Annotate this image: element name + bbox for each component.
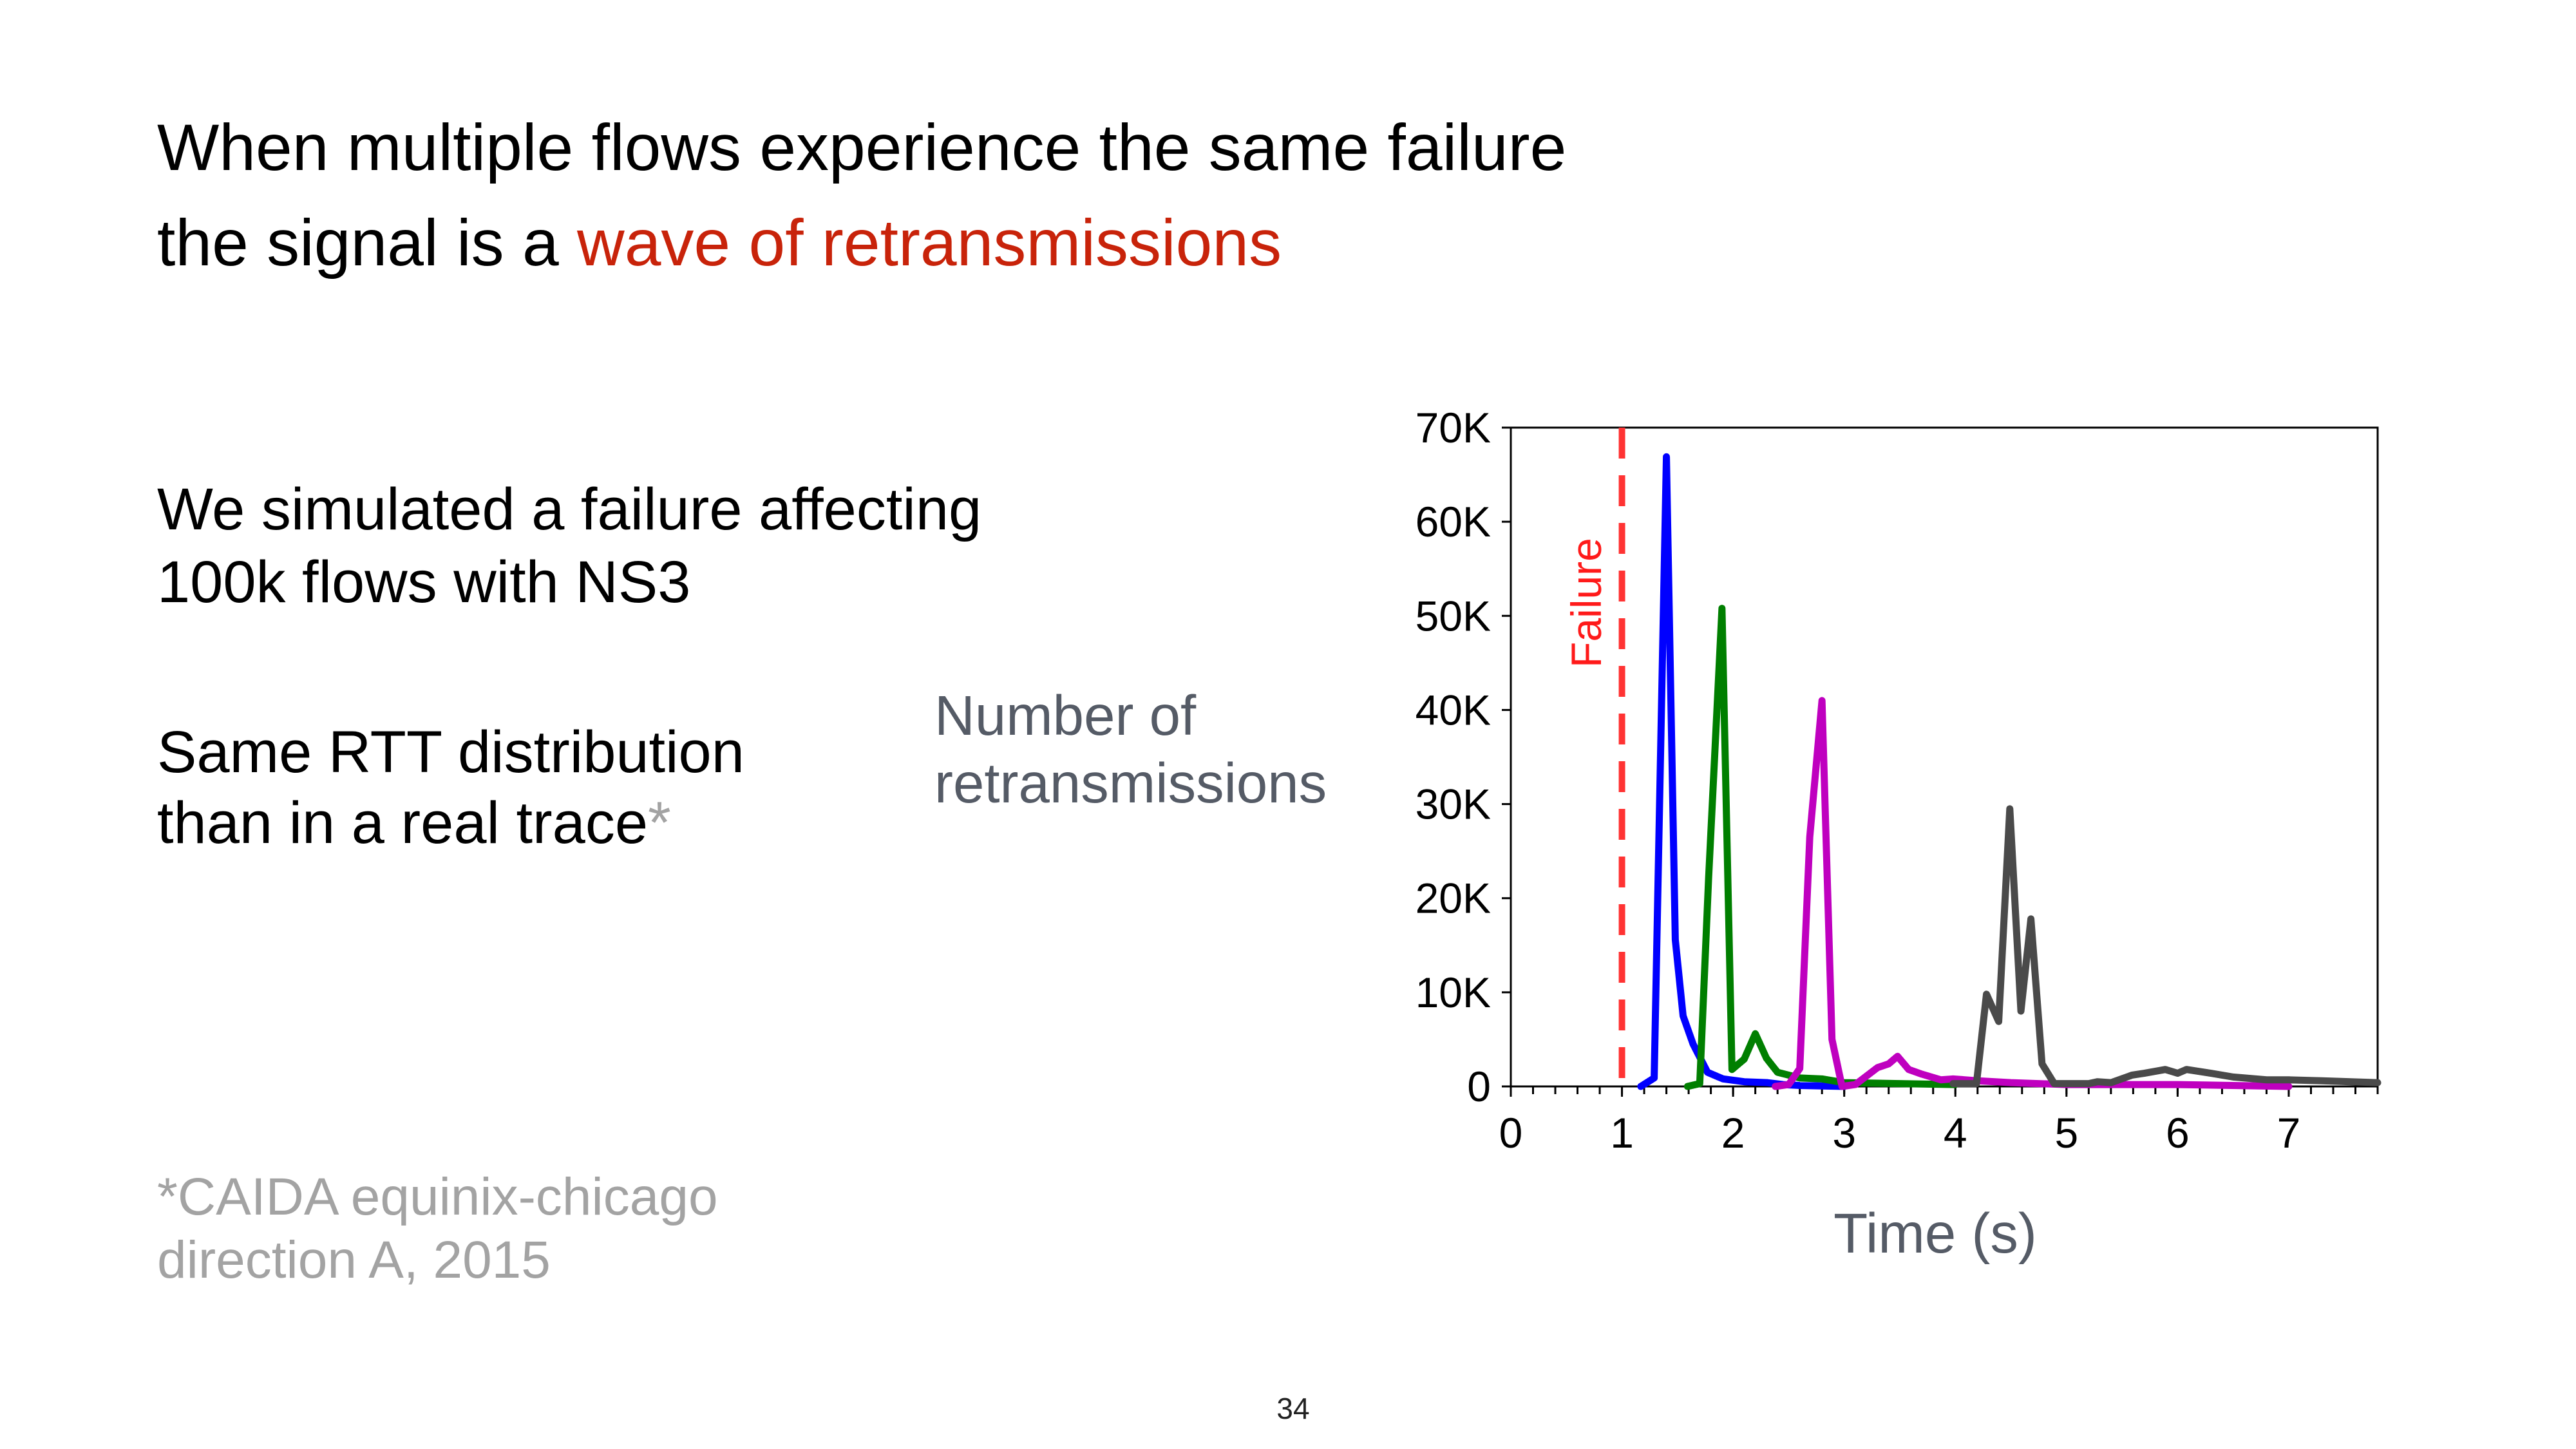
footnote-asterisk: * xyxy=(648,790,671,856)
plot-frame xyxy=(1510,426,2379,1088)
y-axis-label-line2: retransmissions xyxy=(934,752,1327,815)
x-tick-label: 6 xyxy=(2166,1109,2190,1157)
y-tick-label: 10K xyxy=(1416,969,1491,1016)
series-line-4 xyxy=(1949,805,2382,1088)
x-tick-label: 5 xyxy=(2054,1109,2078,1157)
y-tick-label: 20K xyxy=(1416,875,1491,922)
y-tick-label: 40K xyxy=(1416,686,1491,734)
x-axis-label: Time (s) xyxy=(1833,1202,2037,1265)
series-line-3 xyxy=(1772,697,2293,1090)
x-tick-label: 4 xyxy=(1944,1109,1967,1157)
x-tick-label: 7 xyxy=(2277,1109,2301,1157)
body-para2-line2: than in a real trace* xyxy=(157,793,671,853)
title-highlight: wave of retransmissions xyxy=(577,206,1282,279)
x-tick-label: 0 xyxy=(1499,1109,1523,1157)
failure-label: Failure xyxy=(1562,538,1610,668)
title-prefix: the signal is a xyxy=(157,206,578,279)
y-tick-label: 30K xyxy=(1416,781,1491,828)
footnote-line1: *CAIDA equinix-chicago xyxy=(157,1168,718,1226)
y-tick-label: 70K xyxy=(1416,404,1491,451)
series-line-2 xyxy=(1683,605,1959,1090)
body-para1-line2: 100k flows with NS3 xyxy=(157,549,691,615)
slide-number: 34 xyxy=(1276,1392,1310,1425)
y-axis-label-line1: Number of xyxy=(934,685,1197,747)
body-para2-text: than in a real trace xyxy=(157,790,649,856)
x-tick-label: 2 xyxy=(1721,1109,1745,1157)
y-tick-label: 60K xyxy=(1416,498,1491,545)
y-tick-label: 50K xyxy=(1416,592,1491,639)
slide-title-line-2: the signal is a wave of retransmissions xyxy=(157,210,1282,276)
body-para1-line1: We simulated a failure affecting xyxy=(157,477,982,542)
body-para2-line1: Same RTT distribution xyxy=(157,719,744,785)
y-tick-label: 0 xyxy=(1467,1063,1491,1110)
x-tick-label: 3 xyxy=(1832,1109,1856,1157)
x-tick-label: 1 xyxy=(1610,1109,1634,1157)
slide-title-line-1: When multiple flows experience the same … xyxy=(157,111,1567,184)
footnote-line2: direction A, 2015 xyxy=(157,1231,551,1289)
